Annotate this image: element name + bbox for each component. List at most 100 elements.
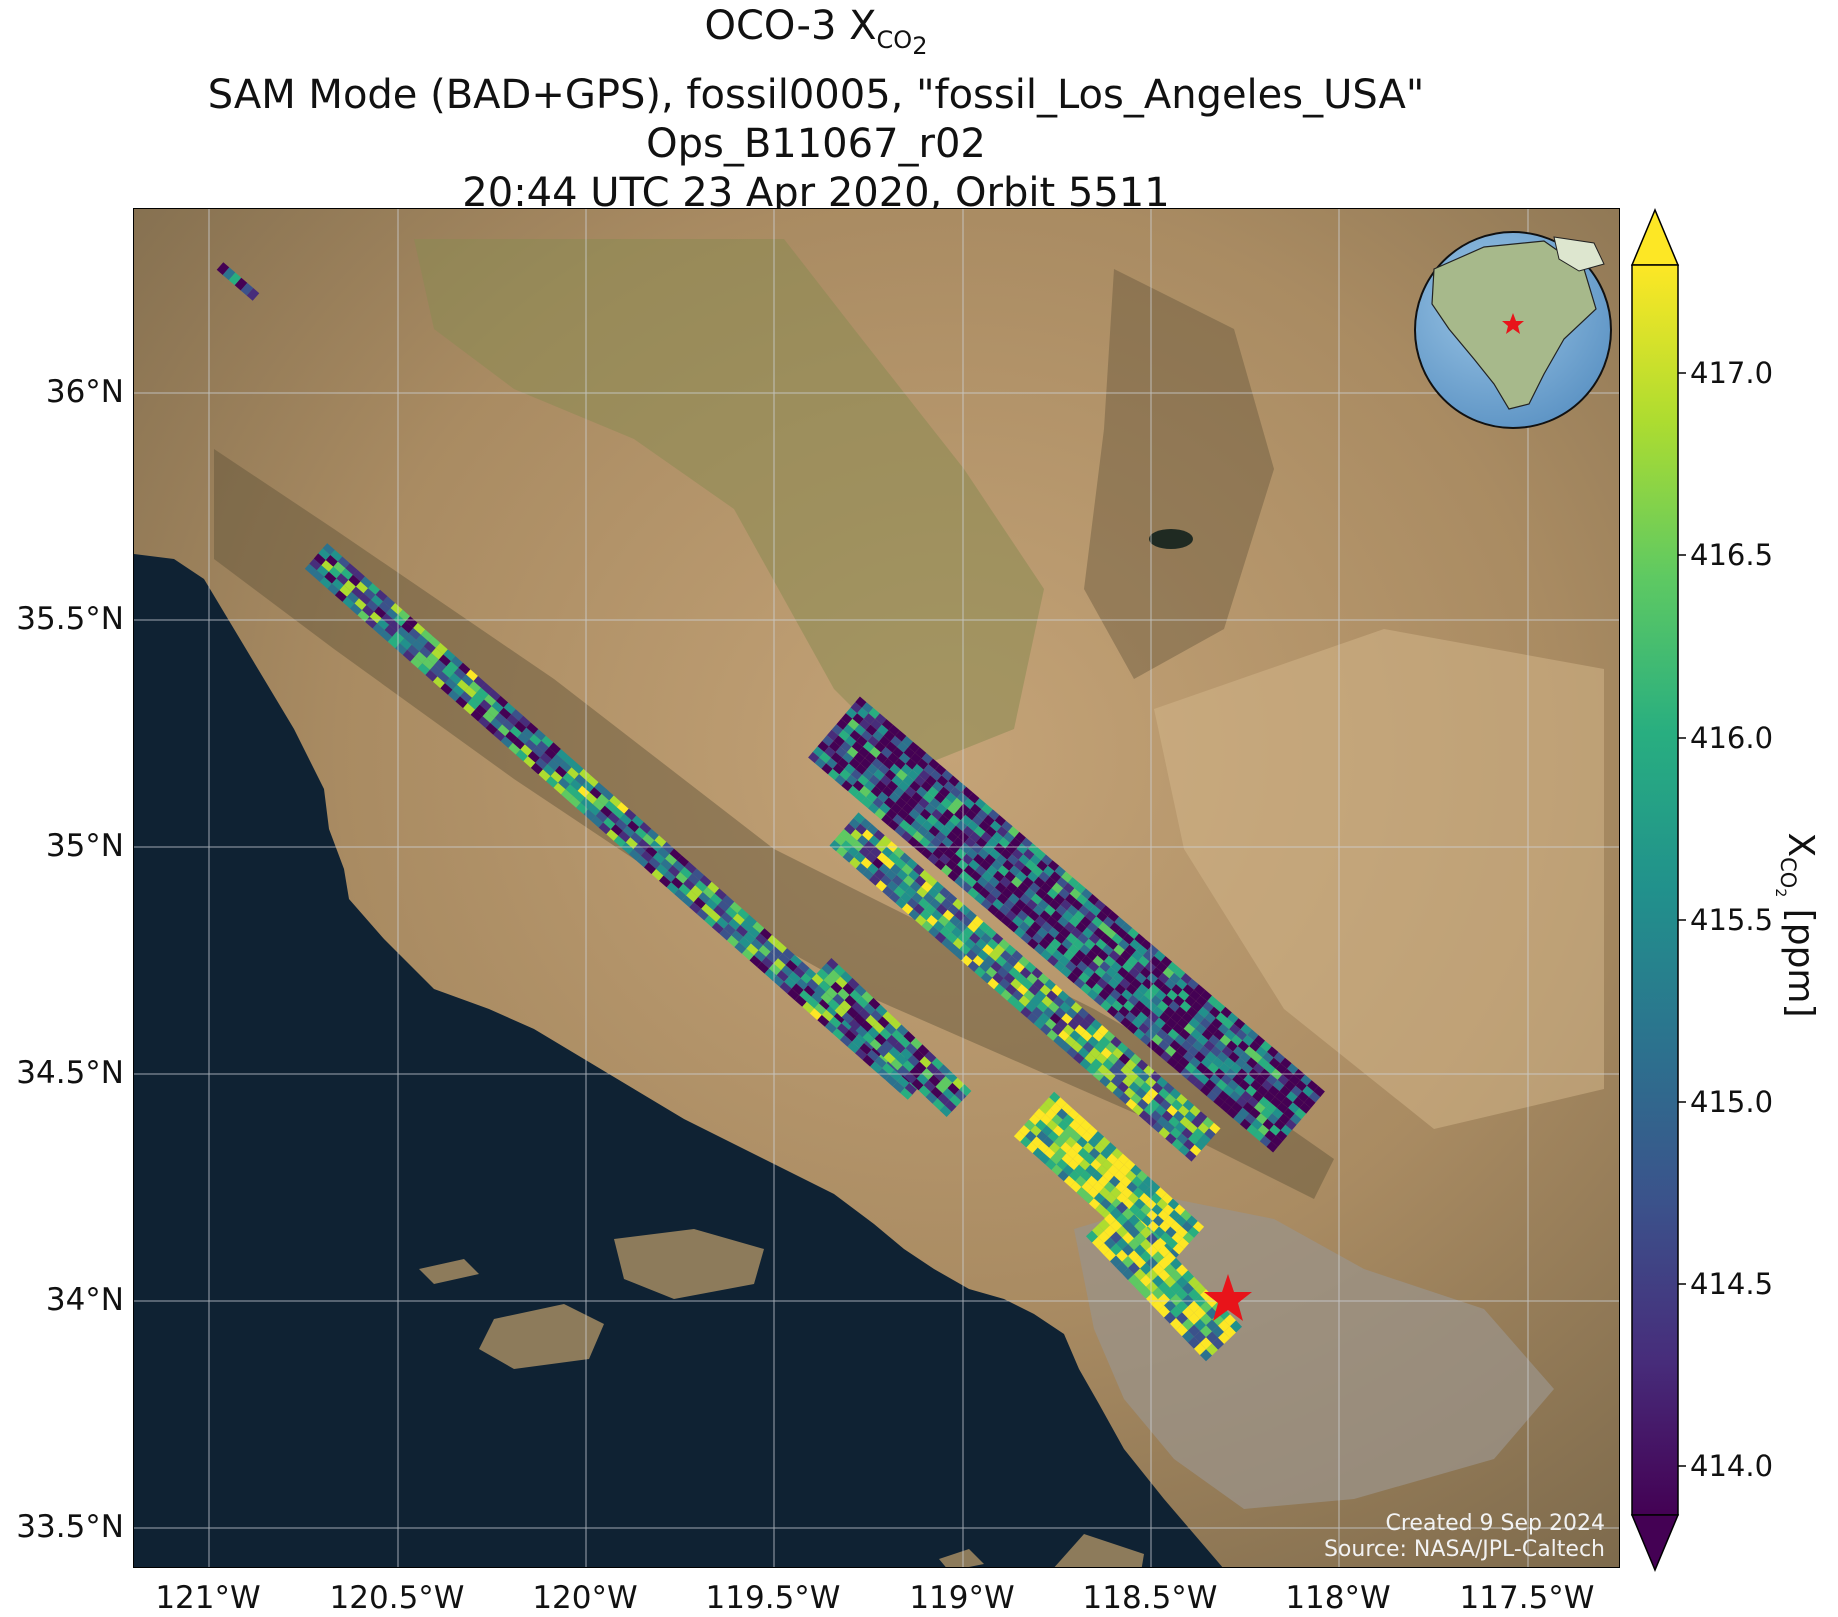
sounding-cell [1036, 1001, 1048, 1013]
sounding-cell [1153, 1045, 1165, 1057]
sounding-cell [867, 735, 879, 747]
sounding-cell [1062, 910, 1074, 922]
sounding-cell [585, 792, 598, 805]
sounding-cell [1079, 1159, 1091, 1171]
sounding-cell [987, 938, 999, 950]
sounding-cell [1016, 984, 1029, 996]
sounding-cell [1279, 1085, 1291, 1097]
sounding-cell [1194, 1307, 1206, 1319]
sounding-cell [889, 1069, 902, 1082]
sounding-cell [444, 678, 457, 690]
sounding-cell [874, 808, 886, 820]
sounding-cell [948, 842, 960, 854]
sounding-cell [1220, 1101, 1232, 1113]
sounding-cell [1188, 1017, 1200, 1029]
sounding-cell [1204, 1079, 1217, 1091]
sounding-cell [1011, 950, 1023, 962]
mountain-range-east [1084, 269, 1274, 679]
sounding-cell [1146, 972, 1158, 984]
sounding-cell [1254, 1102, 1266, 1114]
sounding-cell [1151, 1204, 1163, 1216]
sounding-cell [1177, 1017, 1189, 1029]
sounding-cell [1140, 1034, 1152, 1046]
sounding-cell [1116, 1213, 1128, 1226]
sounding-cell [1106, 938, 1119, 950]
sounding-cell [1018, 921, 1031, 933]
sounding-cell [1147, 944, 1159, 956]
sounding-cell [1092, 955, 1104, 967]
sounding-cell [592, 799, 605, 811]
sounding-cell [1053, 893, 1065, 905]
sounding-cell [991, 859, 1003, 871]
sounding-cell [914, 842, 926, 854]
sounding-cell [837, 988, 850, 1001]
sounding-cell [993, 870, 1005, 882]
sounding-cell [1028, 984, 1040, 996]
sounding-cell [1002, 961, 1014, 973]
sounding-cell [909, 780, 921, 792]
sounding-cell [1030, 995, 1042, 1007]
sounding-cell [1051, 1114, 1063, 1126]
sounding-cell [589, 787, 602, 799]
sounding-cell [1091, 983, 1104, 995]
sounding-cell [1094, 1041, 1106, 1054]
sounding-cell [1132, 1104, 1144, 1116]
sounding-cell [1201, 1029, 1214, 1041]
sounding-cell [1114, 1170, 1126, 1182]
sounding-cell [1153, 978, 1165, 990]
sounding-cell [1158, 1281, 1170, 1294]
lon-tick: 119.5°W [705, 1580, 841, 1616]
sounding-cell [1270, 1096, 1282, 1108]
sounding-cell [677, 855, 689, 867]
sounding-cell [913, 903, 925, 915]
sounding-cell [1112, 1159, 1125, 1171]
sounding-cell [898, 1036, 911, 1049]
sounding-cell [1276, 1102, 1289, 1114]
sounding-cell [505, 731, 518, 743]
sounding-cell [992, 972, 1004, 984]
sounding-cell [949, 915, 961, 927]
sounding-cell [1220, 1006, 1232, 1019]
sounding-cell [1131, 1017, 1143, 1029]
sounding-cell [1116, 1042, 1129, 1054]
sounding-cell [983, 881, 995, 894]
sounding-cell [849, 989, 862, 1002]
sounding-cell [1100, 1198, 1112, 1210]
sounding-cell [1204, 1128, 1216, 1140]
sounding-cell [1086, 1064, 1098, 1076]
sounding-cell [1175, 1006, 1187, 1018]
sounding-cell [961, 955, 973, 967]
sounding-cell [878, 863, 891, 875]
sounding-cell [921, 752, 933, 765]
sounding-cell [921, 847, 933, 860]
sounding-cell [680, 866, 693, 879]
sounding-cell [1267, 1046, 1279, 1058]
sounding-cell [1169, 1039, 1181, 1052]
sounding-cell [1073, 910, 1085, 922]
sounding-cell [529, 734, 542, 746]
sounding-cell [863, 840, 876, 852]
sounding-cell [900, 1048, 913, 1061]
sounding-cell [699, 875, 712, 887]
sounding-cell [922, 792, 935, 804]
sounding-cell [1094, 966, 1106, 978]
sounding-cell [461, 674, 474, 687]
sounding-cell [652, 852, 665, 864]
sounding-cell [1194, 1343, 1206, 1356]
sounding-cell [1009, 837, 1022, 849]
sounding-cell [1186, 1122, 1198, 1134]
sounding-cell [1064, 996, 1076, 1008]
sounding-cell [484, 694, 497, 707]
sounding-cell [1087, 961, 1100, 973]
sounding-cell [497, 724, 510, 737]
sounding-cell [1000, 989, 1013, 1001]
gridlines [134, 209, 1619, 1567]
sounding-cell [895, 1053, 908, 1066]
sounding-cell [806, 978, 819, 991]
sounding-cell [1007, 995, 1019, 1007]
sounding-cell [965, 910, 977, 922]
sounding-cell [1026, 899, 1038, 911]
sounding-cell [1049, 871, 1062, 883]
sounding-cell [862, 769, 874, 781]
sounding-cell [917, 1044, 930, 1057]
